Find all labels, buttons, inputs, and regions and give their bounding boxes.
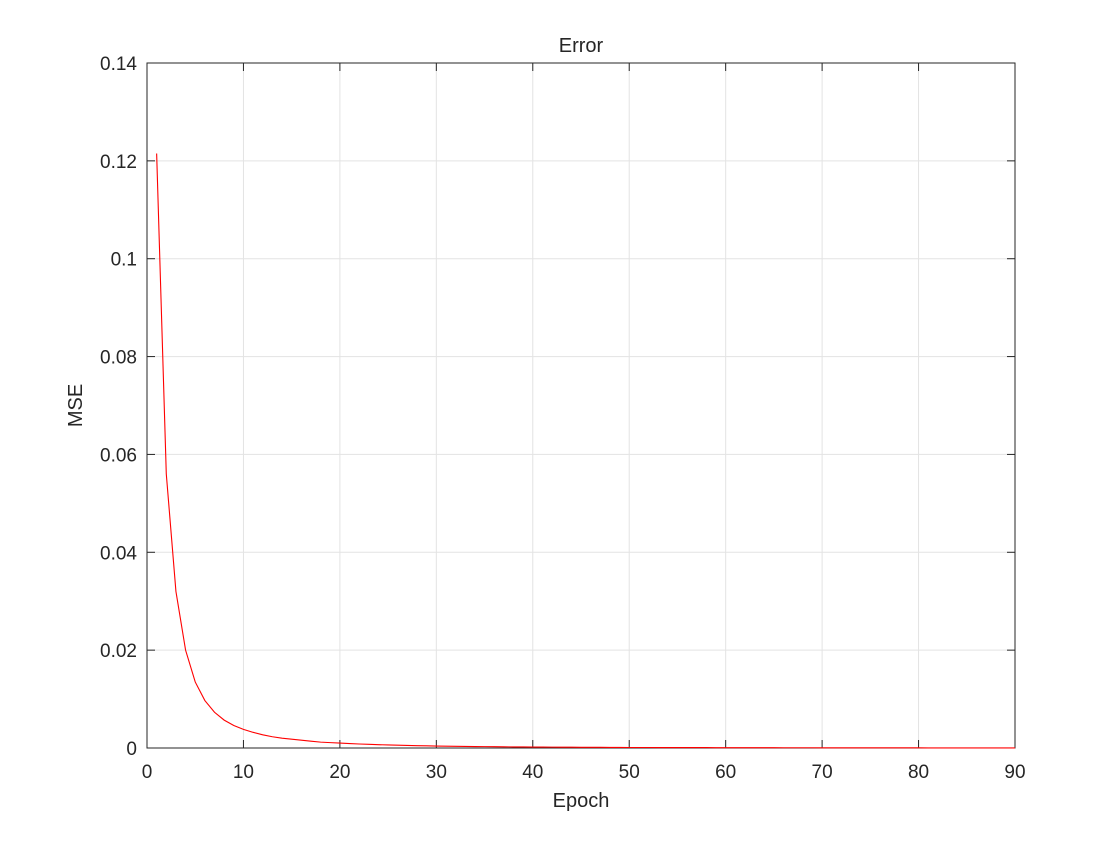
x-tick-label: 10 <box>233 762 254 783</box>
chart-title: Error <box>559 35 604 57</box>
y-tick-label: 0.08 <box>100 348 137 369</box>
y-tick-labels: 0 0.02 0.04 0.06 0.08 0.1 0.12 0.14 <box>100 54 137 760</box>
axes-box <box>146 62 1016 749</box>
y-tick-label: 0 <box>126 739 137 760</box>
y-tick-label: 0.1 <box>111 250 137 271</box>
x-tick-label: 40 <box>522 762 543 783</box>
x-tick-label: 80 <box>908 762 929 783</box>
grid-lines <box>146 62 1016 749</box>
x-tick-label: 20 <box>329 762 350 783</box>
x-axis-label: Epoch <box>553 790 610 812</box>
x-tick-label: 70 <box>812 762 833 783</box>
x-tick-label: 0 <box>142 762 153 783</box>
y-tick-label: 0.14 <box>100 54 137 75</box>
x-tick-label: 30 <box>426 762 447 783</box>
x-tick-label: 90 <box>1004 762 1025 783</box>
y-tick-label: 0.06 <box>100 445 137 466</box>
x-tick-label: 60 <box>715 762 736 783</box>
y-tick-label: 0.02 <box>100 641 137 662</box>
y-tick-label: 0.12 <box>100 152 137 173</box>
y-axis-label: MSE <box>65 384 87 427</box>
x-tick-labels: 0 10 20 30 40 50 60 70 80 90 <box>142 762 1026 783</box>
x-tick-label: 50 <box>619 762 640 783</box>
tick-marks <box>146 62 1016 749</box>
mse-series-line <box>156 153 1015 749</box>
y-tick-label: 0.04 <box>100 543 137 564</box>
